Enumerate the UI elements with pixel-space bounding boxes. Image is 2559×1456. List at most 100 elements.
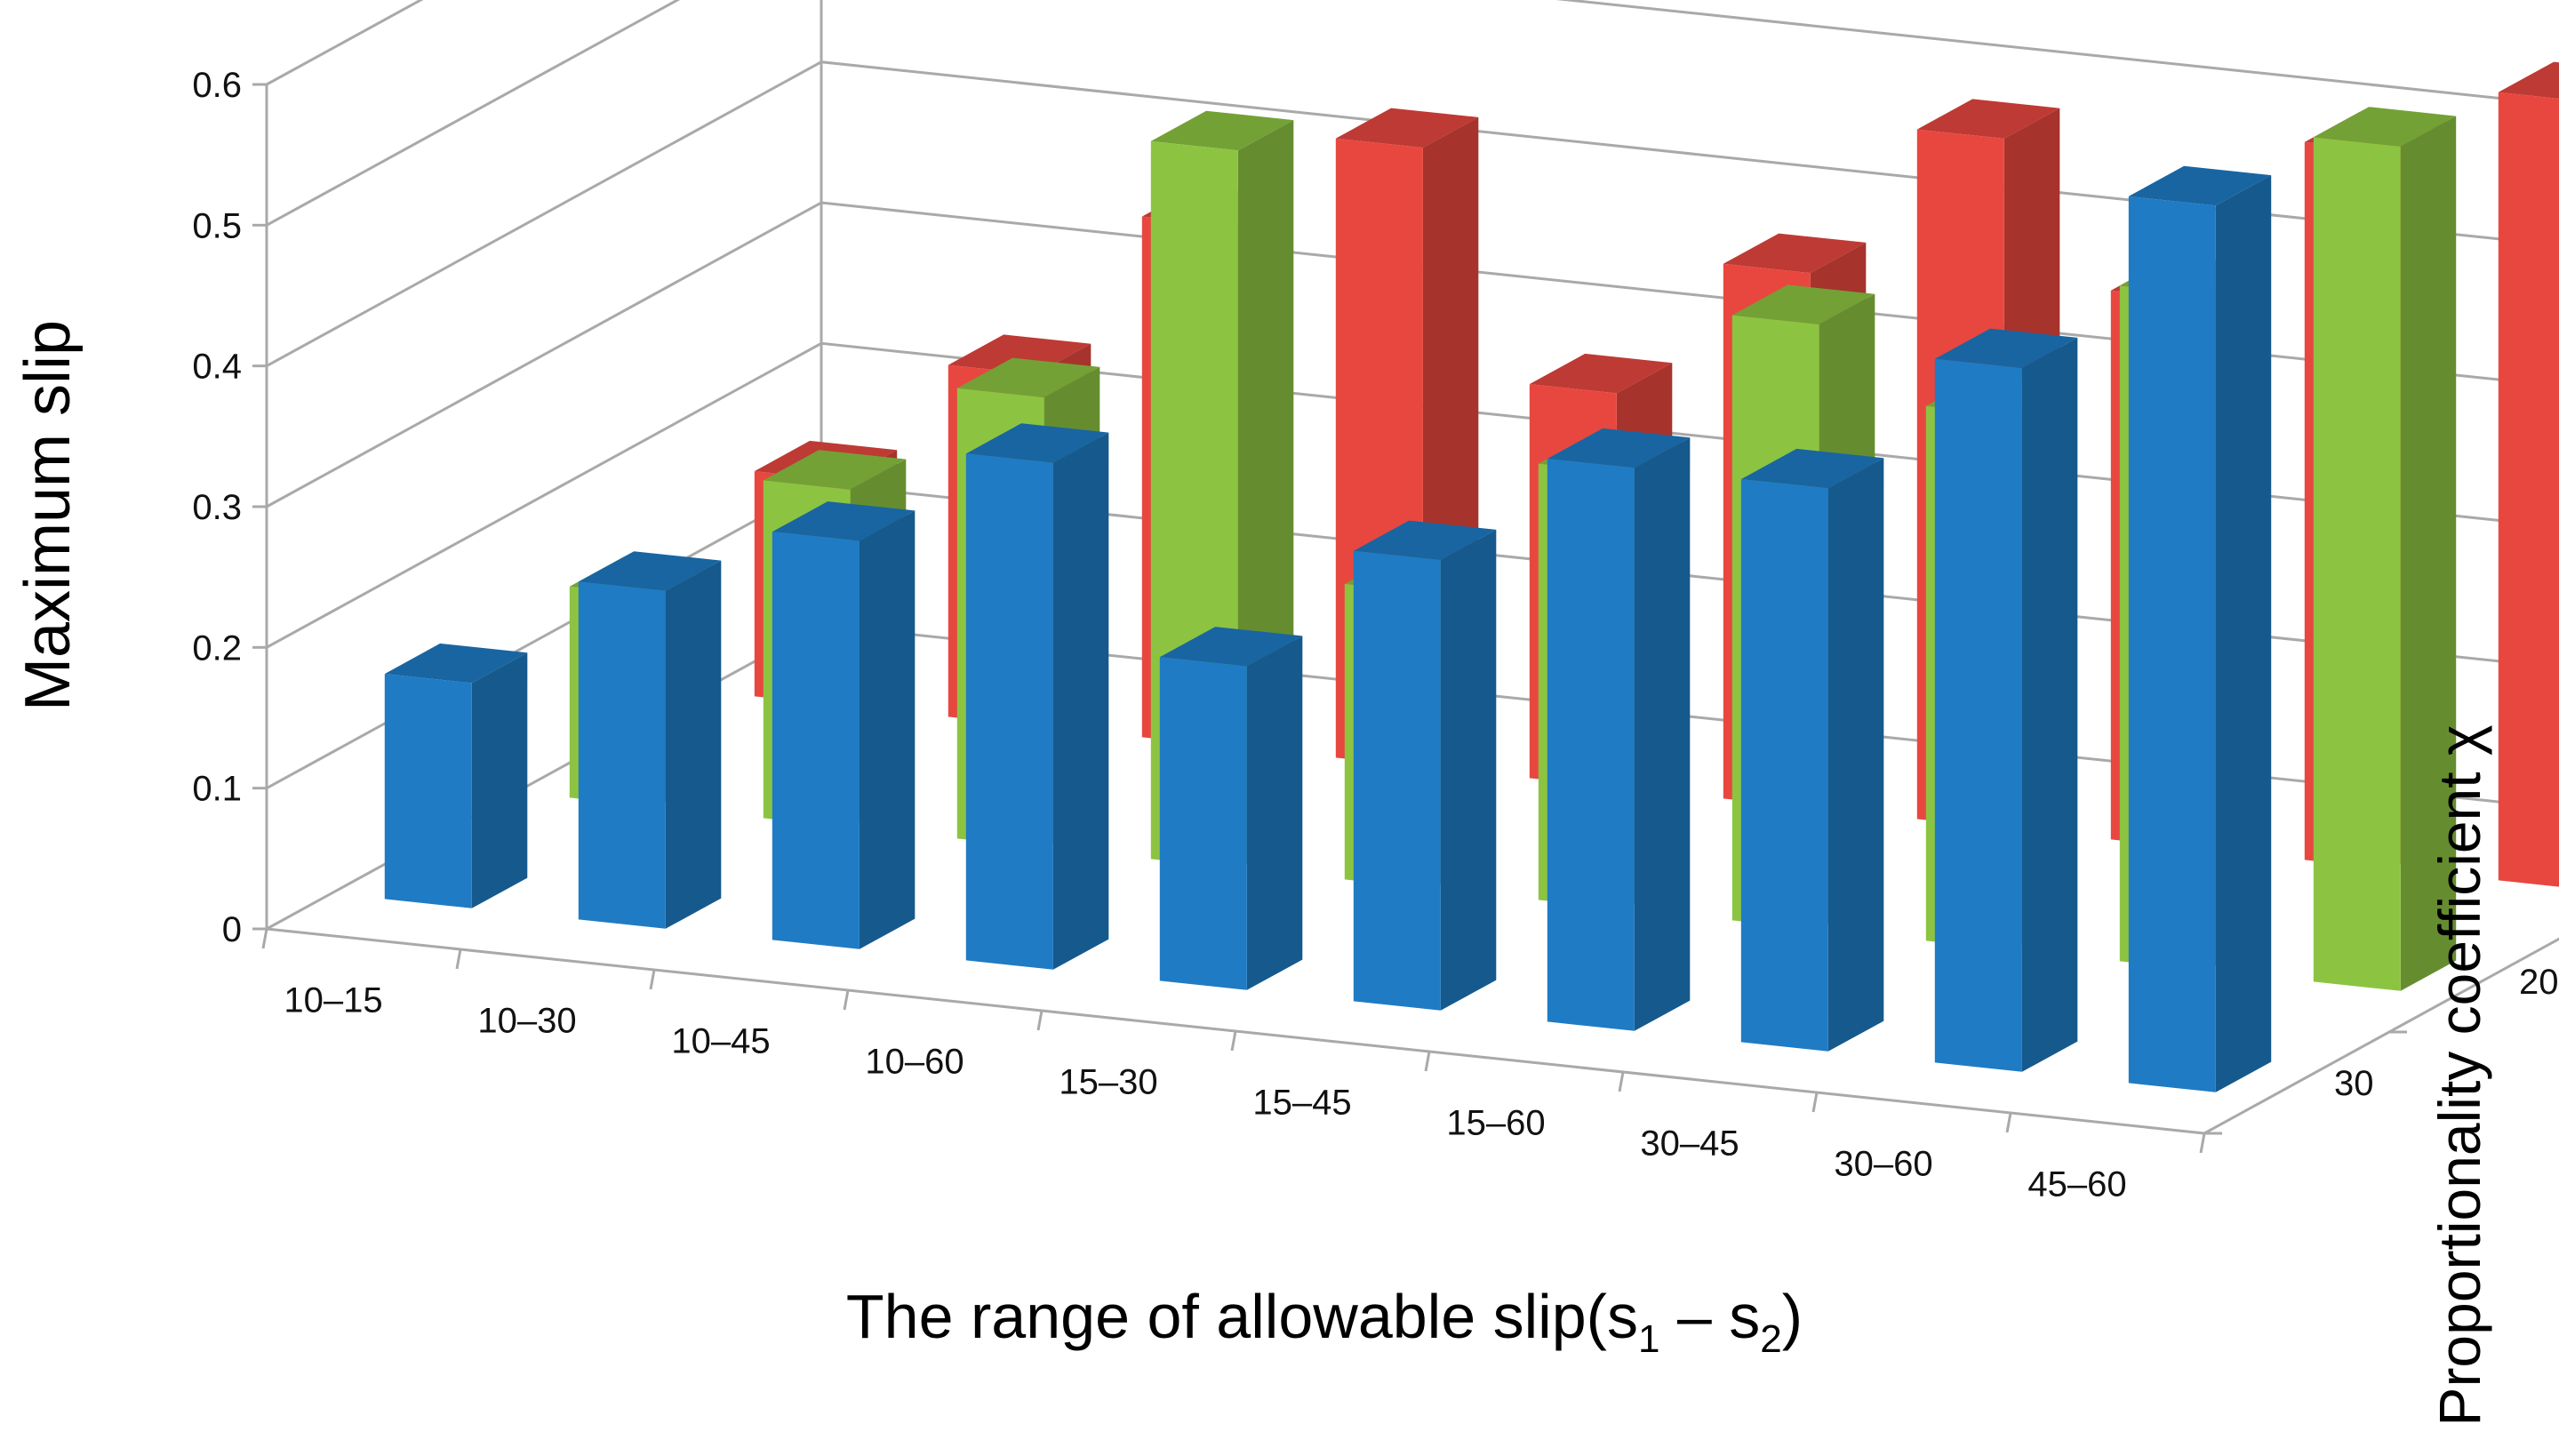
bar-top xyxy=(763,450,907,490)
bar xyxy=(772,501,916,949)
bar-side xyxy=(1634,437,1691,1031)
x-axis-title-sub2: 2 xyxy=(1760,1317,1781,1361)
bar xyxy=(2128,165,2272,1092)
x-axis-title: The range of allowable slip(s1 – s2) xyxy=(846,1282,1803,1361)
x-tick-label: 15–60 xyxy=(1446,1104,1545,1143)
x-tick xyxy=(1230,1030,1237,1052)
bar-front xyxy=(2128,196,2216,1092)
y-axis-title: Maximum slip xyxy=(12,320,84,711)
bar xyxy=(1353,520,1497,1011)
bar xyxy=(1159,627,1303,990)
bar-top xyxy=(956,357,1100,398)
gridline xyxy=(266,0,424,86)
bar-top xyxy=(2313,107,2457,147)
x-tick xyxy=(1036,1010,1044,1031)
y-tick-label: 0.4 xyxy=(192,348,242,387)
x-tick-label: 10–45 xyxy=(671,1022,770,1061)
bar-top xyxy=(578,551,722,591)
x-tick xyxy=(1811,1092,1819,1113)
bars xyxy=(384,61,2559,1092)
axes: 0 0.1 0.2 0.3 0.4 0.5 0.6 10–15 10–30 10–45 10–60 1… xyxy=(192,66,2559,1204)
bar-front xyxy=(1353,550,1441,1011)
bar-front xyxy=(578,581,666,929)
bar-side xyxy=(1246,636,1303,990)
bar-top xyxy=(1159,627,1303,667)
bar xyxy=(1934,328,2078,1072)
bar-side xyxy=(859,510,916,949)
bar-top xyxy=(965,423,1109,463)
bar-front xyxy=(1740,479,1828,1052)
bar-top xyxy=(384,643,528,684)
x-tick xyxy=(1424,1051,1431,1072)
bar-side xyxy=(1052,432,1109,970)
x-tick-label: 15–45 xyxy=(1252,1084,1351,1123)
bar-front xyxy=(384,674,472,908)
bar xyxy=(578,551,722,929)
x-tick-label: 15–30 xyxy=(1059,1063,1157,1102)
bar-top xyxy=(1353,520,1497,561)
x-tick-label: 30–60 xyxy=(1834,1145,1932,1184)
x-tick xyxy=(455,948,462,970)
bar-side xyxy=(665,560,722,929)
bar-side xyxy=(471,652,528,908)
y-tick-label: 0.2 xyxy=(192,628,242,668)
x-tick xyxy=(261,928,268,949)
bar-side xyxy=(2215,175,2272,1092)
bar xyxy=(384,643,528,908)
bar-top xyxy=(1335,108,1479,148)
bar xyxy=(2498,61,2559,887)
bar-top xyxy=(1150,110,1294,151)
x-tick-label: 10–30 xyxy=(477,1002,576,1041)
bar-front xyxy=(772,532,860,949)
y-tick-label: 0.5 xyxy=(192,206,242,245)
y-tick-label: 0 xyxy=(222,910,242,949)
depth-tick-label: 20 xyxy=(2519,963,2559,1002)
y-tick-label: 0.1 xyxy=(192,770,242,809)
x-tick-label: 10–60 xyxy=(865,1043,964,1082)
bar-front xyxy=(965,453,1053,970)
bar-top xyxy=(1934,328,2078,369)
x-tick xyxy=(2199,1132,2206,1154)
bar-top xyxy=(1723,233,1867,274)
depth-tick-label: 30 xyxy=(2334,1064,2374,1103)
x-tick xyxy=(1618,1071,1625,1092)
x-tick-label: 45–60 xyxy=(2027,1165,2126,1204)
x-axis-title-main: The range of allowable slip(s xyxy=(846,1282,1638,1351)
x-axis-title-end: ) xyxy=(1782,1282,1803,1351)
x-tick xyxy=(649,969,656,990)
x-tick xyxy=(2005,1112,2012,1133)
bar xyxy=(1740,448,1884,1052)
bar-top xyxy=(772,501,916,541)
bar-top xyxy=(2128,165,2272,206)
bar-top xyxy=(1731,284,1875,324)
bar xyxy=(965,423,1109,970)
bar-front xyxy=(1159,657,1247,990)
x-axis-title-sub1: 1 xyxy=(1638,1317,1659,1361)
bar-front xyxy=(1547,459,1635,1031)
bar xyxy=(1547,428,1691,1031)
bar-side xyxy=(2021,337,2078,1072)
bar-side xyxy=(1827,458,1884,1052)
bar-front xyxy=(2313,137,2401,991)
y-tick-label: 0.3 xyxy=(192,488,242,527)
bar xyxy=(2313,107,2457,991)
bar-side xyxy=(2400,116,2457,991)
x-tick-label: 30–45 xyxy=(1640,1124,1739,1164)
bar-side xyxy=(1440,529,1497,1011)
bar-top xyxy=(948,334,1092,374)
depth-axis-line xyxy=(2203,937,2559,1135)
bar-top xyxy=(2498,61,2559,99)
x-axis-title-mid: – s xyxy=(1659,1282,1760,1351)
y-tick-label: 0.6 xyxy=(192,66,242,105)
gridline xyxy=(266,0,2559,227)
bar-top xyxy=(1547,428,1691,468)
bar-top xyxy=(1529,353,1673,394)
bar-front xyxy=(2498,92,2559,887)
x-tick-label: 10–15 xyxy=(284,981,382,1020)
series-axis-title: Proportionality coefficient χ xyxy=(2427,724,2492,1426)
bar-top xyxy=(1916,99,2060,139)
bar-top xyxy=(1740,448,1884,489)
bar-front xyxy=(1934,358,2022,1072)
x-tick xyxy=(843,989,850,1011)
